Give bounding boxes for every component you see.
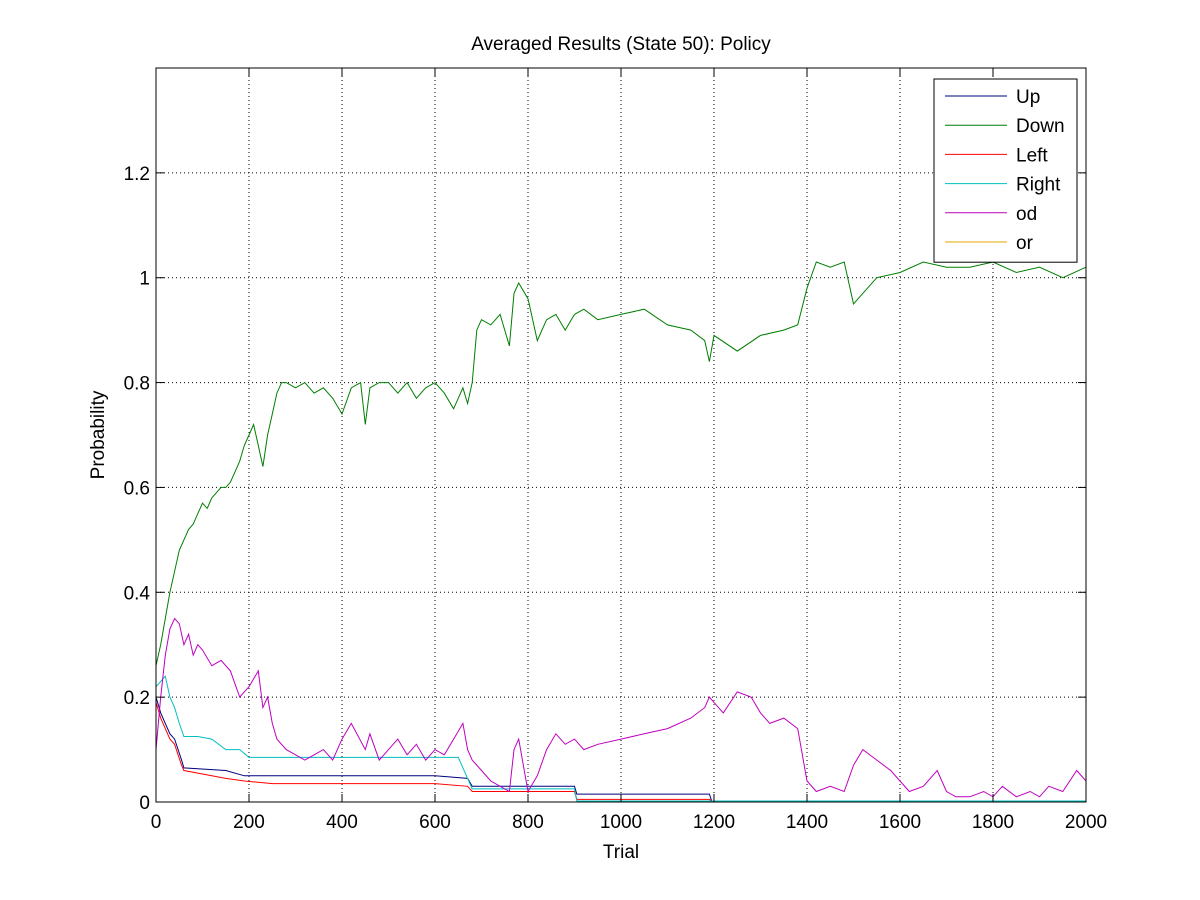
y-tick-label: 0.6 <box>124 478 150 499</box>
x-tick-label: 2000 <box>1065 812 1107 833</box>
y-tick-label: 0.2 <box>124 688 150 709</box>
x-tick-label: 400 <box>326 812 358 833</box>
x-tick-label: 600 <box>419 812 451 833</box>
legend: Up Down Left Right od or <box>933 78 1078 263</box>
legend-label: or <box>1016 233 1034 254</box>
y-tick-label: 1.2 <box>124 164 150 185</box>
grid <box>156 68 1086 802</box>
legend-label: od <box>1016 204 1037 225</box>
legend-item-down: Down <box>945 116 1065 137</box>
x-axis-label: Trial <box>603 842 639 863</box>
legend-label: Left <box>1016 145 1048 166</box>
series-line-od <box>155 617 1087 798</box>
legend-box <box>933 78 1078 263</box>
x-tick-label: 1200 <box>693 812 735 833</box>
x-tick-label: 1600 <box>879 812 921 833</box>
legend-item-left: Left <box>945 145 1048 166</box>
x-tick-label: 200 <box>233 812 265 833</box>
legend-item-up: Up <box>945 87 1040 108</box>
chart-title: Averaged Results (State 50): Policy <box>471 34 771 55</box>
y-tick-label: 0 <box>139 793 150 814</box>
legend-label: Up <box>1016 87 1040 108</box>
y-tick-label: 1 <box>139 269 150 290</box>
legend-item-or: or <box>945 233 1034 254</box>
y-axis-label: Probability <box>88 390 109 479</box>
legend-label: Right <box>1016 175 1061 196</box>
x-tick-label: 1800 <box>972 812 1014 833</box>
legend-item-od: od <box>945 204 1037 225</box>
x-tick-label: 800 <box>512 812 544 833</box>
y-tick-label: 0.4 <box>124 583 151 604</box>
y-tick-label: 0.8 <box>124 374 150 395</box>
axis-ticks: 0 200 400 600 800 1000 1200 1400 1600 1800 2000 0 0.… <box>124 68 1107 833</box>
series-line-up <box>155 696 1086 802</box>
legend-item-right: Right <box>945 175 1061 196</box>
series-line-down <box>155 261 1087 666</box>
legend-label: Down <box>1016 116 1065 137</box>
x-tick-label: 1400 <box>786 812 828 833</box>
series-line-right <box>155 675 1086 802</box>
x-tick-label: 0 <box>151 812 162 833</box>
x-tick-label: 1000 <box>600 812 642 833</box>
